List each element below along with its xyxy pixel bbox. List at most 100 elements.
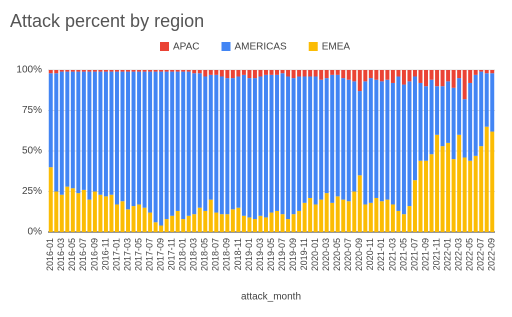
bar-segment — [59, 70, 64, 72]
bar-segment — [186, 70, 191, 72]
y-tick-label: 75% — [22, 105, 42, 116]
bar-segment — [59, 71, 64, 195]
bar-segment — [435, 86, 440, 135]
bar-segment — [219, 214, 224, 232]
bar-segment — [230, 209, 235, 232]
x-tick-label: 2020-01 — [310, 238, 320, 271]
bar-segment — [236, 207, 241, 232]
x-tick-label: 2017-07 — [144, 238, 154, 271]
bar-segment — [374, 79, 379, 198]
bar-segment — [385, 199, 390, 232]
bar-segment — [357, 175, 362, 232]
x-tick-label: 2016-03 — [56, 238, 66, 271]
bar-segment — [451, 87, 456, 160]
bar-segment — [335, 70, 340, 75]
x-tick-label: 2019-09 — [288, 238, 298, 271]
bar-segment — [346, 79, 351, 202]
bar-segment — [76, 71, 81, 194]
bar-segment — [241, 74, 246, 216]
y-tick-label: 50% — [22, 146, 42, 157]
bar-segment — [379, 201, 384, 232]
bar-segment — [120, 70, 125, 72]
bar-segment — [159, 71, 164, 226]
bar-segment — [440, 146, 445, 232]
x-tick-label: 2018-01 — [178, 238, 188, 271]
bar-segment — [490, 70, 495, 74]
bar-segment — [473, 74, 478, 156]
bar-segment — [269, 212, 274, 232]
bar-segment — [302, 70, 307, 77]
bar-segment — [170, 215, 175, 232]
bar-segment — [258, 215, 263, 232]
bar-segment — [230, 78, 235, 210]
bar-segment — [142, 207, 147, 232]
bar-segment — [81, 70, 86, 72]
bar-segment — [208, 74, 213, 200]
bar-segment — [181, 219, 186, 232]
bar-segment — [412, 70, 417, 77]
bar-segment — [330, 70, 335, 75]
bar-segment — [357, 91, 362, 176]
bar-segment — [479, 146, 484, 232]
bar-segment — [81, 71, 86, 190]
x-tick-label: 2016-11 — [100, 238, 110, 270]
bar-segment — [302, 76, 307, 203]
bar-segment — [65, 70, 70, 72]
bar-segment — [186, 215, 191, 232]
bar-segment — [247, 78, 252, 218]
bar-segment — [297, 76, 302, 211]
bar-segment — [263, 74, 268, 218]
bar-segment — [54, 70, 59, 74]
bar-segment — [48, 167, 53, 232]
bar-segment — [92, 70, 97, 72]
bar-segment — [225, 78, 230, 215]
bar-segment — [164, 71, 169, 220]
bar-segment — [479, 70, 484, 72]
bar-segment — [131, 70, 136, 72]
bar-segment — [219, 76, 224, 215]
bar-segment — [247, 70, 252, 79]
bar-segment — [98, 194, 103, 232]
bar-segment — [324, 193, 329, 232]
bar-segment — [280, 214, 285, 232]
bar-segment — [275, 70, 280, 75]
bar-segment — [462, 99, 467, 158]
bar-segment — [390, 70, 395, 83]
bar-segment — [324, 70, 329, 79]
bar-segment — [374, 197, 379, 232]
bar-segment — [70, 188, 75, 232]
bar-segment — [479, 71, 484, 147]
bar-segment — [490, 131, 495, 232]
bar-segment — [412, 180, 417, 232]
bar-segment — [319, 79, 324, 200]
bar-segment — [120, 71, 125, 202]
bar-segment — [98, 71, 103, 195]
bar-segment — [275, 74, 280, 211]
bar-segment — [457, 78, 462, 135]
x-tick-label: 2022-05 — [465, 238, 475, 271]
bar-segment — [451, 70, 456, 88]
bar-segment — [401, 84, 406, 215]
bar-segment — [291, 70, 296, 79]
bar-segment — [164, 70, 169, 72]
x-tick-label: 2017-03 — [122, 238, 132, 271]
bar-segment — [368, 202, 373, 232]
bar-segment — [363, 81, 368, 205]
bar-segment — [286, 76, 291, 220]
legend-swatch — [160, 42, 169, 51]
x-tick-label: 2017-01 — [111, 238, 121, 271]
bar-segment — [346, 201, 351, 232]
bar-segment — [424, 160, 429, 232]
bar-segment — [230, 70, 235, 79]
bar-segment — [440, 86, 445, 147]
bar-segment — [225, 70, 230, 79]
bar-segment — [109, 70, 114, 72]
bar-segment — [424, 86, 429, 161]
bar-segment — [374, 70, 379, 80]
x-tick-label: 2021-07 — [409, 238, 419, 271]
bar-segment — [252, 78, 257, 220]
x-tick-label: 2019-03 — [255, 238, 265, 271]
bar-segment — [352, 191, 357, 232]
bar-segment — [297, 70, 302, 77]
bar-segment — [396, 210, 401, 232]
